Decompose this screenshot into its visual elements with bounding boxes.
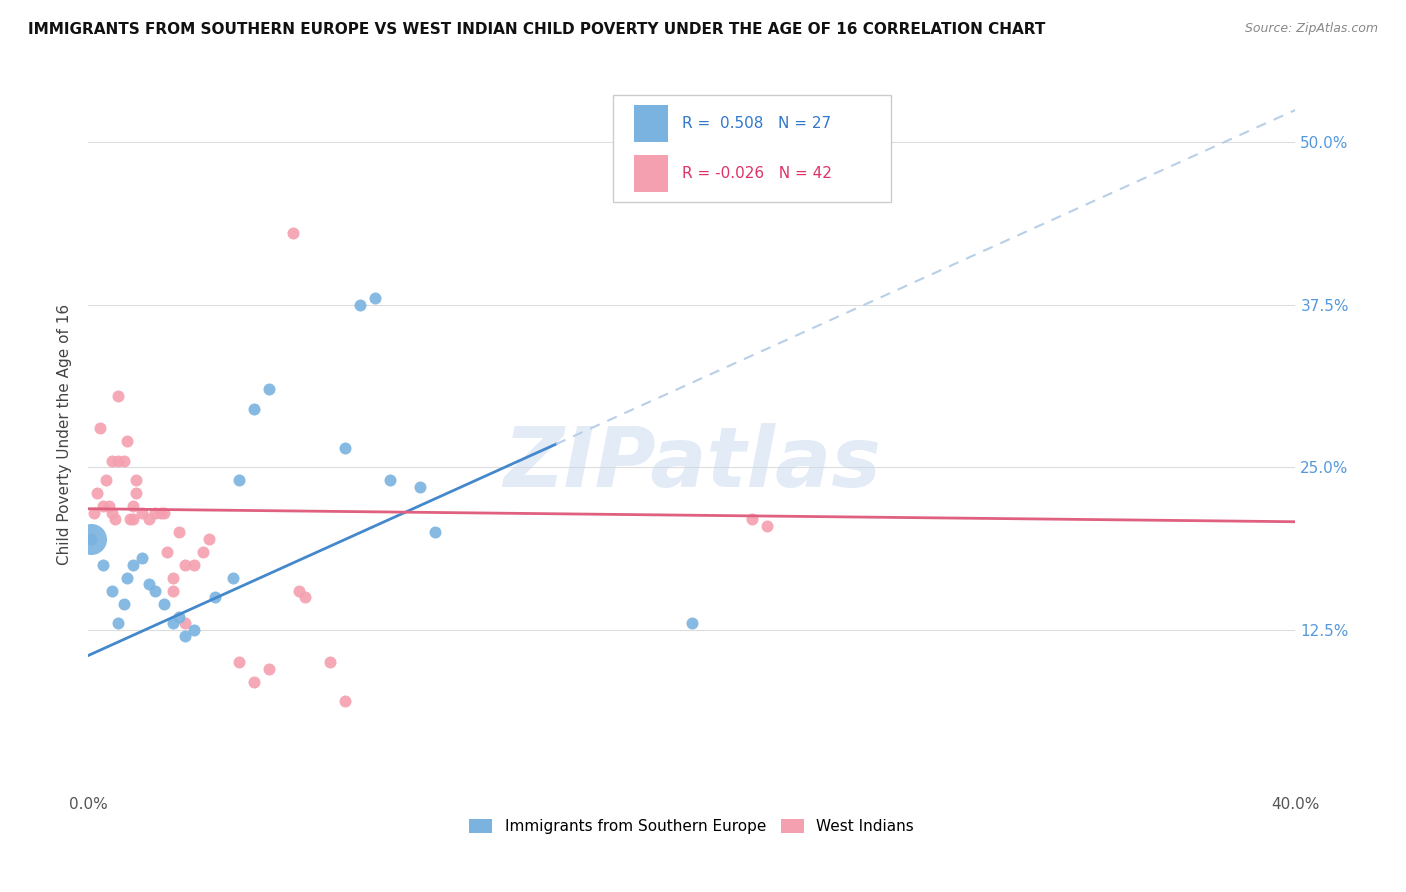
Point [243, 401, 266, 416]
Point [131, 551, 153, 566]
Point [222, 571, 245, 585]
Y-axis label: Child Poverty Under the Age of 16: Child Poverty Under the Age of 16 [58, 304, 72, 566]
Point [122, 512, 145, 526]
Point [257, 382, 280, 396]
Point [349, 298, 371, 312]
Point [243, 674, 266, 689]
Point [173, 629, 195, 643]
Point [294, 590, 316, 604]
Point [167, 609, 190, 624]
Point [183, 623, 205, 637]
Point [681, 616, 703, 631]
Point [364, 291, 387, 305]
Point [288, 583, 311, 598]
Point [152, 506, 174, 520]
Point [112, 453, 135, 467]
Point [257, 661, 280, 675]
Point [191, 544, 214, 558]
Point [83, 506, 105, 520]
Point [204, 590, 226, 604]
Point [143, 506, 166, 520]
Point [318, 655, 340, 669]
Point [89, 421, 111, 435]
Bar [634, 105, 668, 143]
Point [162, 571, 184, 585]
Point [91, 499, 114, 513]
Text: ZIPatlas: ZIPatlas [503, 423, 880, 504]
Point [156, 544, 179, 558]
Point [228, 473, 250, 487]
Point [173, 616, 195, 631]
Point [107, 616, 129, 631]
Legend: Immigrants from Southern Europe, West Indians: Immigrants from Southern Europe, West In… [470, 819, 914, 834]
Point [756, 518, 779, 533]
Point [131, 506, 153, 520]
Point [80, 532, 103, 546]
Point [138, 512, 160, 526]
Point [125, 473, 148, 487]
Point [117, 434, 139, 449]
Point [91, 558, 114, 572]
Point [101, 583, 124, 598]
Point [162, 583, 184, 598]
Point [162, 616, 184, 631]
Point [167, 525, 190, 540]
Point [101, 453, 124, 467]
Point [183, 558, 205, 572]
Point [101, 506, 124, 520]
Text: R = -0.026   N = 42: R = -0.026 N = 42 [682, 167, 832, 181]
Point [198, 532, 221, 546]
Point [333, 441, 356, 455]
Point [425, 525, 447, 540]
FancyBboxPatch shape [613, 95, 891, 202]
Point [117, 571, 139, 585]
Point [86, 486, 108, 500]
Point [149, 506, 172, 520]
Point [333, 694, 356, 708]
Point [107, 389, 129, 403]
Point [228, 655, 250, 669]
Bar [634, 155, 668, 193]
Point [107, 453, 129, 467]
Point [143, 583, 166, 598]
Point [283, 227, 305, 241]
Point [138, 577, 160, 591]
Point [125, 486, 148, 500]
Text: Source: ZipAtlas.com: Source: ZipAtlas.com [1244, 22, 1378, 36]
Point [112, 597, 135, 611]
Point [173, 558, 195, 572]
Point [741, 512, 763, 526]
Text: R =  0.508   N = 27: R = 0.508 N = 27 [682, 116, 831, 131]
Point [409, 480, 432, 494]
Point [120, 512, 142, 526]
Text: IMMIGRANTS FROM SOUTHERN EUROPE VS WEST INDIAN CHILD POVERTY UNDER THE AGE OF 16: IMMIGRANTS FROM SOUTHERN EUROPE VS WEST … [28, 22, 1046, 37]
Point [80, 532, 103, 546]
Point [122, 499, 145, 513]
Point [96, 473, 118, 487]
Point [378, 473, 401, 487]
Point [104, 512, 127, 526]
Point [98, 499, 121, 513]
Point [152, 597, 174, 611]
Point [122, 558, 145, 572]
